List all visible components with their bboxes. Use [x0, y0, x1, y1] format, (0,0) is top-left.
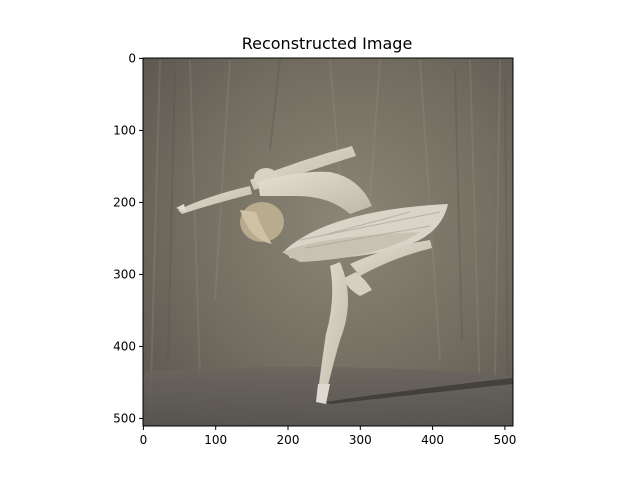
- x-tick-label: 400: [421, 433, 444, 447]
- y-tick-label: 100: [113, 124, 136, 138]
- y-tick-label: 0: [128, 52, 136, 66]
- plot-title: Reconstructed Image: [242, 34, 413, 53]
- y-tick-label: 300: [113, 268, 136, 282]
- y-tick-label: 500: [113, 412, 136, 426]
- x-tick-label: 100: [204, 433, 227, 447]
- axes-frame: [142, 57, 514, 427]
- y-axis: 0 100 200 300 400 500: [113, 52, 143, 426]
- x-axis: 0 100 200 300 400 500: [140, 426, 516, 447]
- x-tick-label: 500: [493, 433, 516, 447]
- x-tick-label: 0: [140, 433, 148, 447]
- ballerina-image: [143, 58, 513, 426]
- y-tick-label: 400: [113, 340, 136, 354]
- y-tick-label: 200: [113, 196, 136, 210]
- x-tick-label: 200: [277, 433, 300, 447]
- x-tick-label: 300: [349, 433, 372, 447]
